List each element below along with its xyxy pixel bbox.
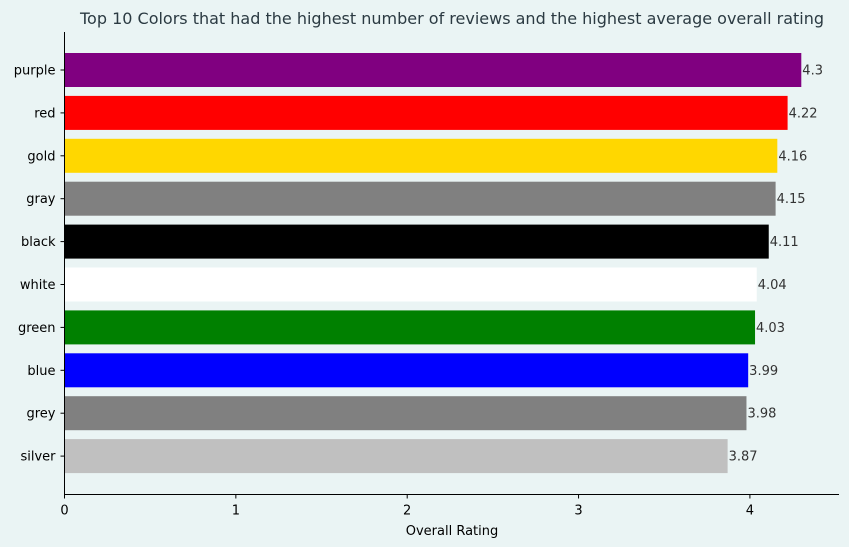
y-tick-label-purple: purple bbox=[14, 64, 56, 79]
bar-silver bbox=[64, 439, 728, 474]
y-tick-label-gray: gray bbox=[26, 192, 56, 207]
data-label-grey: 3.98 bbox=[747, 407, 776, 422]
x-tick-label-1: 1 bbox=[232, 504, 240, 519]
x-tick-label-0: 0 bbox=[60, 504, 68, 519]
x-axis-label: Overall Rating bbox=[406, 524, 499, 539]
x-tick-label-2: 2 bbox=[403, 504, 411, 519]
bar-grey bbox=[64, 396, 747, 431]
data-label-gray: 4.15 bbox=[777, 192, 806, 207]
bar-black bbox=[64, 224, 769, 259]
y-tick-label-black: black bbox=[21, 235, 56, 250]
y-tick-label-gold: gold bbox=[27, 149, 55, 164]
data-label-red: 4.22 bbox=[789, 106, 818, 121]
bar-blue bbox=[64, 353, 749, 388]
bar-white bbox=[64, 267, 757, 302]
y-tick-label-silver: silver bbox=[20, 450, 56, 465]
bar-gold bbox=[64, 138, 778, 173]
data-labels-layer: 4.3 4.22 4.16 4.15 4.11 4.04 4.03 3.99 3.98 3.87 bbox=[729, 64, 823, 465]
y-axis: purple red gold gray black white green blue grey… bbox=[14, 32, 65, 495]
chart-title: Top 10 Colors that had the highest numbe… bbox=[79, 9, 824, 28]
x-tick-label-3: 3 bbox=[574, 504, 582, 519]
y-tick-label-red: red bbox=[34, 106, 55, 121]
bar-gray bbox=[64, 181, 776, 216]
data-label-silver: 3.87 bbox=[729, 450, 758, 465]
bar-red bbox=[64, 95, 788, 130]
bar-purple bbox=[64, 53, 802, 87]
data-label-blue: 3.99 bbox=[749, 364, 778, 379]
bars-layer bbox=[64, 53, 802, 474]
data-label-green: 4.03 bbox=[756, 321, 785, 336]
y-tick-label-white: white bbox=[20, 278, 56, 293]
bar-green bbox=[64, 310, 756, 345]
data-label-white: 4.04 bbox=[758, 278, 787, 293]
data-label-purple: 4.3 bbox=[802, 64, 823, 79]
x-tick-label-4: 4 bbox=[746, 504, 754, 519]
data-label-gold: 4.16 bbox=[778, 149, 807, 164]
data-label-black: 4.11 bbox=[770, 235, 799, 250]
y-tick-label-blue: blue bbox=[27, 364, 55, 379]
y-tick-label-green: green bbox=[18, 321, 56, 336]
x-axis: 0 1 2 3 4 bbox=[60, 494, 839, 519]
y-tick-label-grey: grey bbox=[26, 407, 55, 422]
